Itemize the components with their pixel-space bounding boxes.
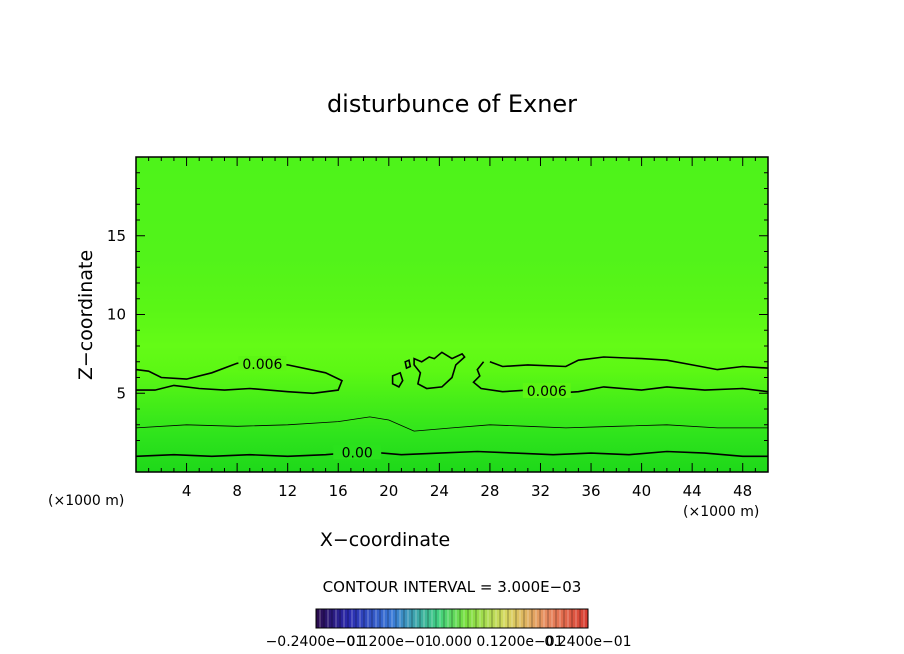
plot-area: 0.006 0.006 0.00 [135, 156, 769, 473]
x-axis-label: X−coordinate [320, 529, 450, 551]
contour-label-background [522, 382, 571, 398]
contour-line [135, 416, 768, 432]
x-tick-label: 12 [278, 482, 297, 500]
x-tick-label: 24 [430, 482, 449, 500]
x-tick-label: 8 [232, 482, 242, 500]
colorbar-labels: −0.2400e−01 −0.1200e−01 0.000 0.1200e−01… [266, 634, 632, 650]
contour-label: 0.006 [527, 384, 567, 400]
colorbar: −0.2400e−01 −0.1200e−01 0.000 0.1200e−01… [266, 608, 632, 650]
x-tick-label: 28 [480, 482, 499, 500]
axis-ticks [136, 157, 768, 472]
chart-title: disturbunce of Exner [327, 90, 577, 118]
colorbar-gradient [316, 609, 588, 628]
contour-line [135, 360, 344, 395]
contour-interval-text: CONTOUR INTERVAL = 3.000E−03 [323, 578, 582, 596]
contour-label-background [333, 444, 382, 460]
y-axis-unit: (×1000 m) [48, 493, 124, 509]
y-tick-label: 10 [107, 306, 126, 324]
heatmap-field [136, 157, 768, 472]
contour-line [135, 450, 768, 458]
x-tick-label: 32 [531, 482, 550, 500]
y-tick-label: 15 [107, 227, 126, 245]
colorbar-label: −0.1200e−01 [335, 634, 434, 650]
contour-label: 0.00 [342, 445, 373, 461]
contour-line [489, 356, 769, 371]
x-tick-label: 36 [581, 482, 600, 500]
colorbar-frame [315, 608, 589, 629]
x-axis-unit: (×1000 m) [683, 504, 759, 520]
x-tick-label: 40 [632, 482, 651, 500]
colorbar-label: 0.1200e−01 [476, 634, 563, 650]
x-tick-label: 20 [379, 482, 398, 500]
contour-label: 0.006 [242, 357, 282, 373]
colorbar-stripes [315, 609, 589, 628]
contour-line [391, 371, 404, 388]
x-tick-label: 48 [733, 482, 752, 500]
y-tick-label: 5 [116, 384, 126, 402]
y-axis-label: Z−coordinate [75, 250, 97, 380]
contour-line [413, 351, 466, 390]
contour-lines [135, 351, 769, 458]
colorbar-label: 0.000 [432, 634, 472, 650]
contour-labels: 0.006 0.006 0.00 [238, 356, 571, 461]
colorbar-label: −0.2400e−01 [266, 634, 365, 650]
x-tick-label: 44 [683, 482, 702, 500]
colorbar-label: 0.2400e−01 [544, 634, 631, 650]
x-tick-label: 4 [182, 482, 192, 500]
x-tick-label: 16 [329, 482, 348, 500]
contour-line [404, 359, 412, 370]
contour-label-background [238, 356, 287, 372]
